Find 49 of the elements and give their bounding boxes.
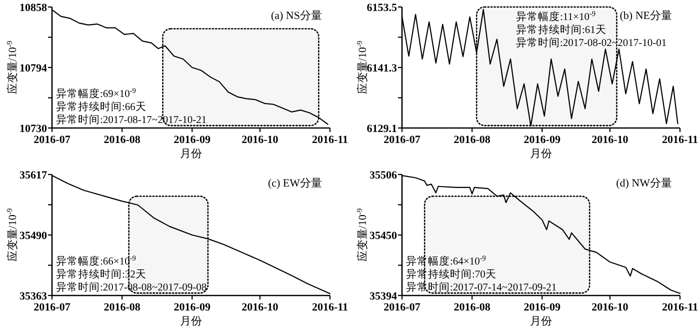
- x-tick-label: 2016-11: [312, 302, 348, 314]
- x-tick-label: 2016-07: [34, 134, 71, 146]
- chart-title: (d) NW分量: [616, 178, 672, 190]
- annotation: 异常时间:2017-08-08~2017-09-08: [56, 280, 207, 294]
- x-tick-label: 2016-08: [104, 302, 141, 314]
- chart-title: (b) NE分量: [620, 10, 672, 22]
- x-axis-title: 月份: [530, 316, 552, 328]
- y-tick-label: 6129.1: [366, 123, 397, 135]
- annotation: 异常时间:2017-08-17~2017-10-21: [56, 113, 207, 126]
- x-axis-title: 月份: [180, 316, 202, 328]
- y-tick-label: 6141.3: [366, 62, 398, 74]
- y-tick-label: 35394: [370, 290, 398, 302]
- x-tick-label: 2016-11: [312, 134, 348, 146]
- x-tick-label: 2016-11: [662, 302, 698, 314]
- annotation: 异常幅度:66×10$^{-9}$: [56, 253, 136, 268]
- annotation: 异常持续时间:66天: [56, 100, 146, 113]
- y-tick-label: 35490: [20, 230, 48, 242]
- x-tick-label: 2016-07: [384, 134, 421, 146]
- x-tick-label: 2016-08: [454, 134, 491, 146]
- x-tick-label: 2016-08: [454, 302, 491, 314]
- x-tick-label: 2016-08: [104, 134, 141, 146]
- x-axis-title: 月份: [180, 148, 202, 160]
- x-axis-title: 月份: [530, 148, 552, 160]
- x-tick-label: 2016-10: [592, 302, 629, 314]
- chart-title: (a) NS分量: [270, 10, 322, 22]
- x-tick-label: 2016-09: [524, 302, 561, 314]
- y-tick-label: 35506: [370, 170, 398, 182]
- chart-title: (c) EW分量: [268, 178, 322, 190]
- y-tick-label: 6153.5: [366, 2, 398, 14]
- y-tick-label: 35363: [20, 290, 48, 302]
- y-tick-label: 10794: [20, 62, 48, 74]
- annotation: 异常时间:2017-07-14~2017-09-21: [406, 280, 557, 294]
- x-tick-label: 2016-09: [174, 302, 211, 314]
- x-tick-label: 2016-07: [384, 302, 421, 314]
- x-tick-label: 2016-07: [34, 302, 71, 314]
- x-tick-label: 2016-10: [242, 302, 279, 314]
- annotation: 异常幅度:11×10$^{-9}$: [516, 8, 596, 23]
- x-tick-label: 2016-09: [174, 134, 211, 146]
- y-tick-label: 10858: [20, 2, 48, 14]
- annotation: 异常持续时间:61天: [516, 23, 606, 36]
- y-tick-label: 10730: [20, 123, 48, 135]
- x-tick-label: 2016-10: [242, 134, 279, 146]
- line-series: [51, 9, 328, 125]
- annotation: 异常幅度:69×10$^{-9}$: [56, 86, 136, 100]
- y-tick-label: 35450: [370, 230, 398, 242]
- x-tick-label: 2016-10: [592, 134, 629, 146]
- x-tick-label: 2016-09: [524, 134, 561, 146]
- x-tick-label: 2016-11: [662, 134, 698, 146]
- y-tick-label: 35617: [20, 170, 48, 182]
